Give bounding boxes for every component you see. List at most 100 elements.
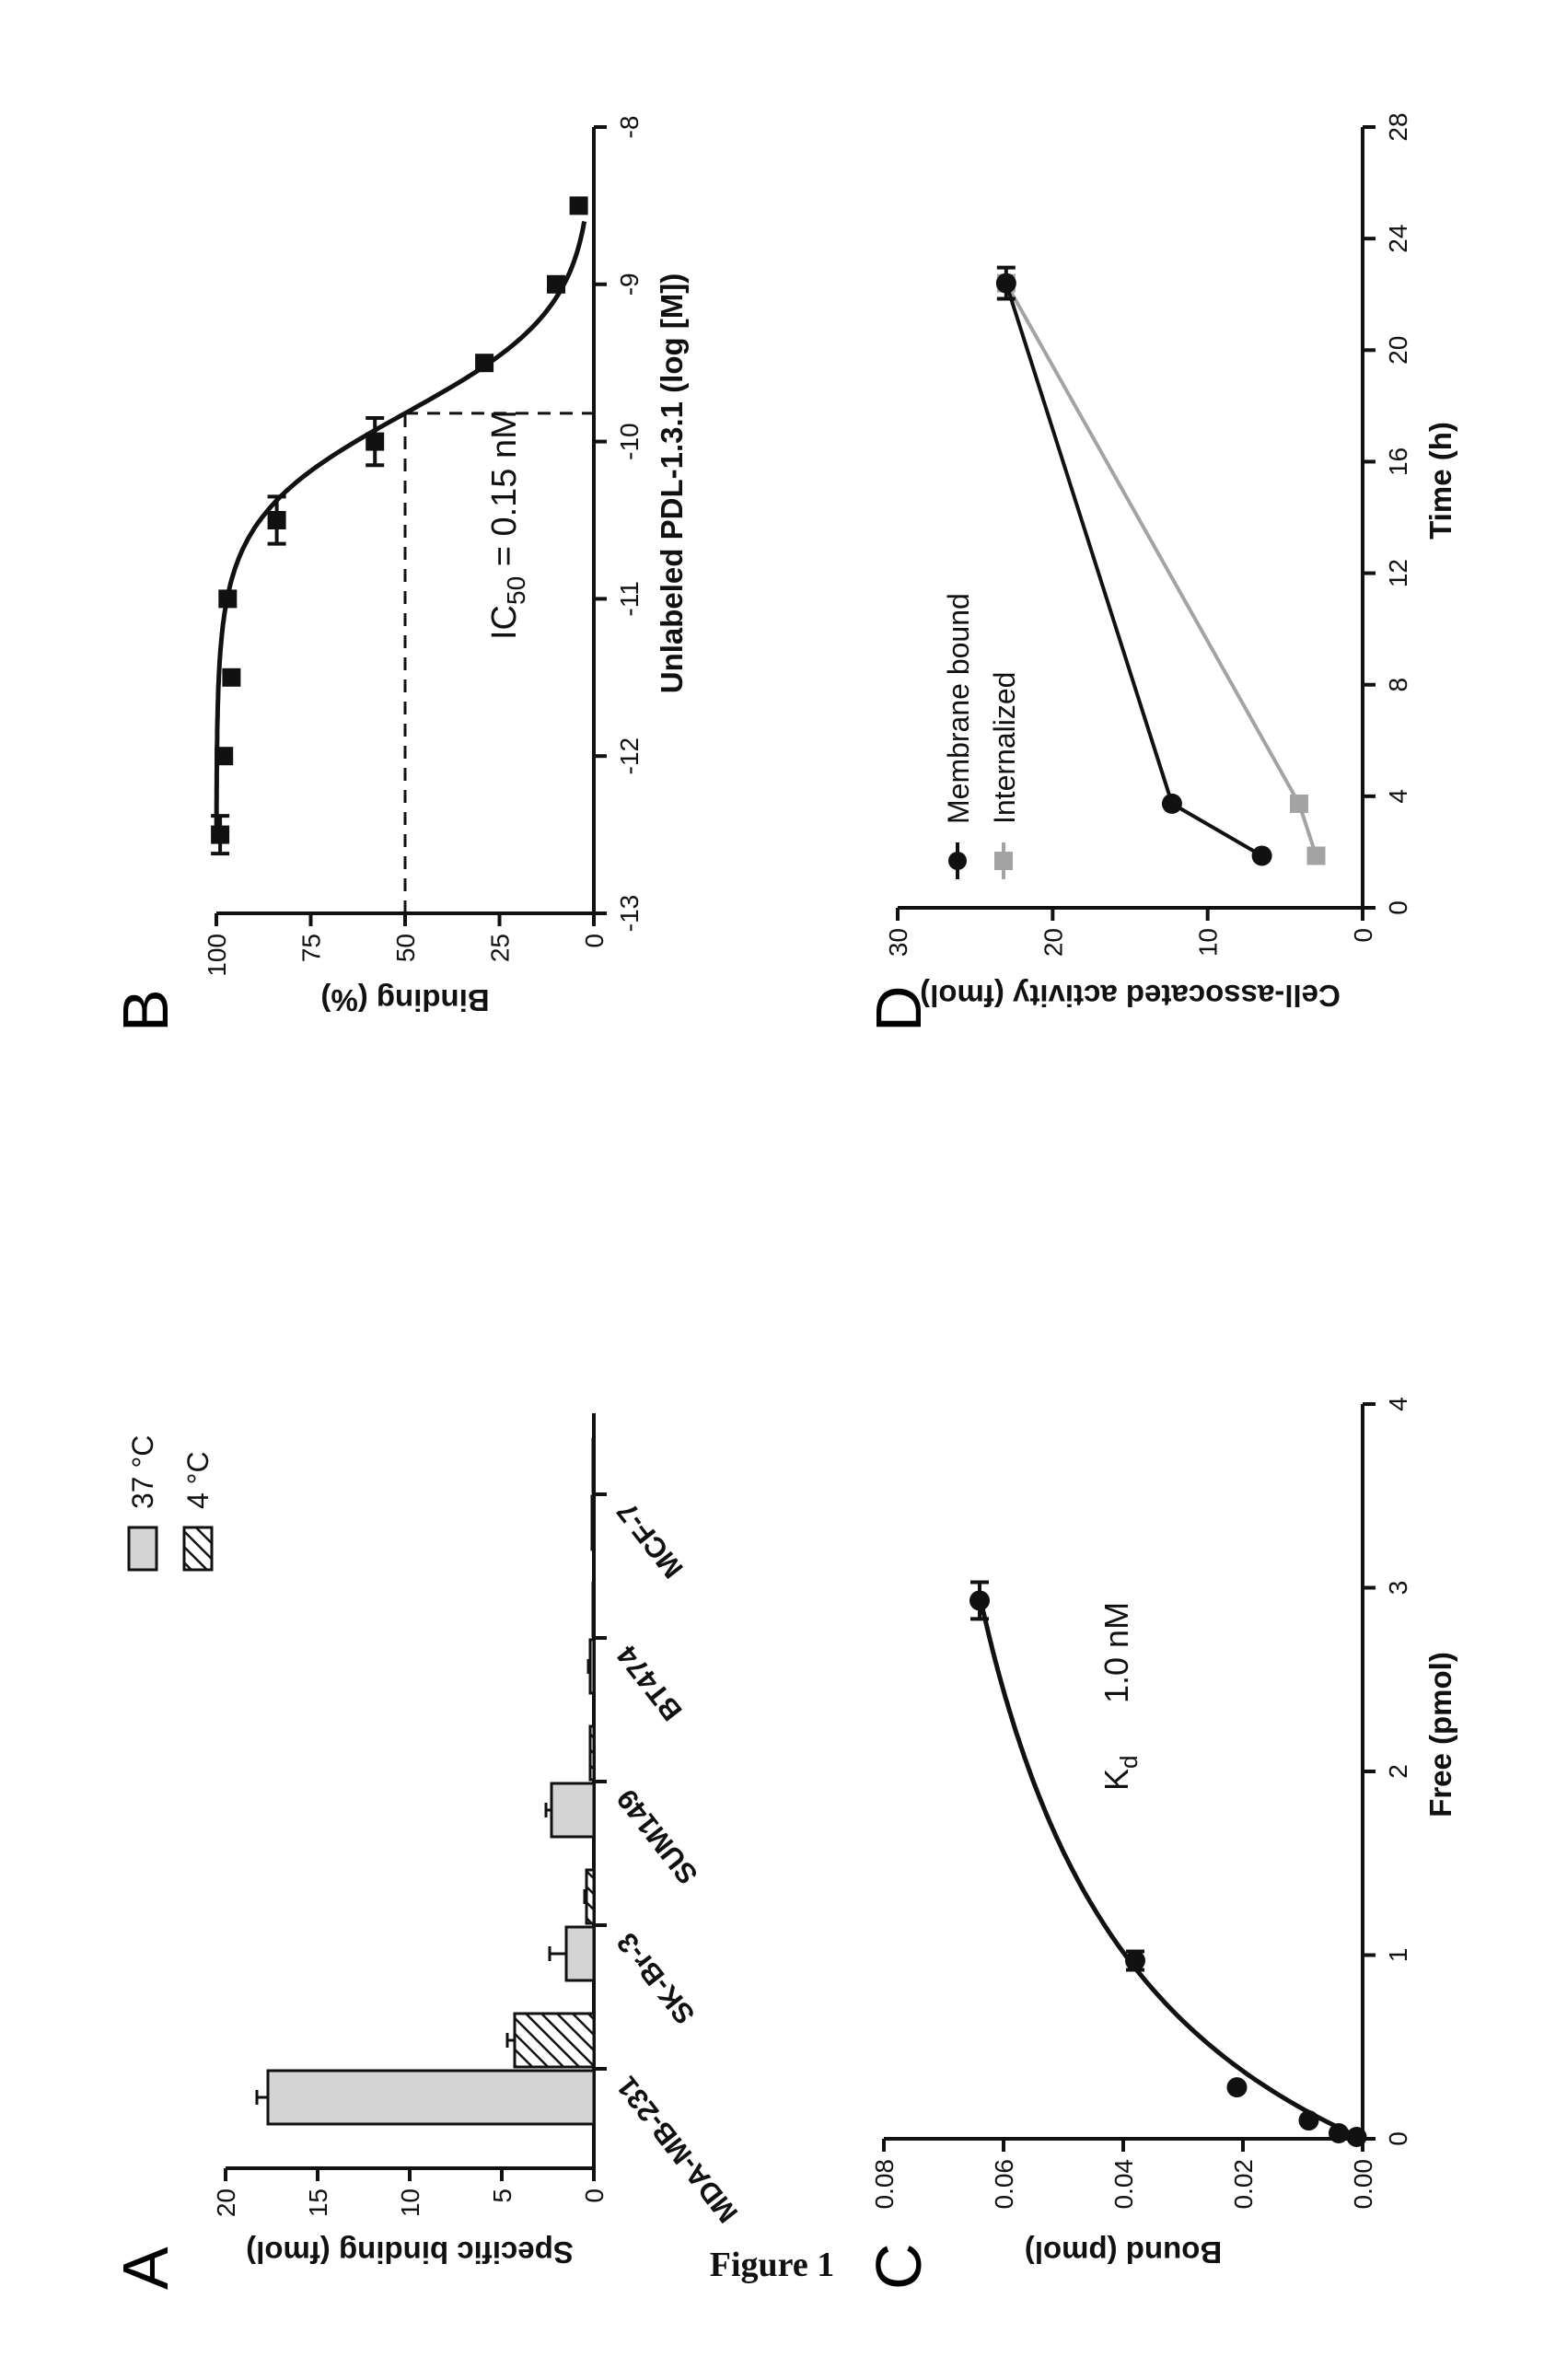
- ic50-subscript: 50: [502, 576, 530, 605]
- bar-4c: [593, 1439, 594, 1492]
- y-tick-label: 100: [203, 934, 231, 977]
- category-label: SK-Br-3: [610, 1927, 702, 2030]
- data-point: [222, 668, 240, 687]
- data-point: [1162, 794, 1182, 814]
- kd-value: 1.0 nM: [1097, 1602, 1135, 1703]
- y-tick-label: 0.06: [990, 2159, 1018, 2210]
- legend-swatch: [129, 1527, 157, 1570]
- panel-c-chart: 0.000.020.040.060.0801234Bound (pmol)Fre…: [870, 1397, 1457, 2270]
- legend-marker: [948, 852, 967, 870]
- ic50-value: = 0.15 nM: [485, 410, 524, 576]
- legend-label: 4 °C: [181, 1451, 215, 1509]
- x-tick-label: 4: [1384, 789, 1412, 804]
- data-point: [996, 273, 1016, 294]
- y-tick-label: 0: [1349, 928, 1377, 943]
- data-point: [1290, 795, 1308, 813]
- data-point: [969, 1590, 990, 1610]
- panel-a-chart: 05101520Specific binding (fmol)MDA-MB-23…: [126, 1413, 744, 2270]
- x-tick-label: 2: [1384, 1764, 1412, 1779]
- y-tick-label: 0.02: [1229, 2159, 1258, 2210]
- data-point: [215, 747, 233, 765]
- x-tick-label: 8: [1384, 678, 1412, 692]
- data-point: [1125, 1950, 1145, 1970]
- data-point: [268, 511, 286, 529]
- y-tick-label: 20: [212, 2188, 240, 2217]
- panel-b-chart: 0 25 50 75 100 -13 -12 -11 -10 -9 -8 Binding (%) Unl…: [203, 116, 689, 1017]
- bar-37c: [590, 1640, 594, 1693]
- data-point: [1227, 2077, 1248, 2097]
- data-point: [211, 826, 229, 844]
- series-line: [1006, 284, 1262, 856]
- y-tick-label: 0.00: [1349, 2159, 1377, 2210]
- legend-marker: [994, 852, 1013, 870]
- data-point: [570, 196, 588, 215]
- legend-label: Internalized: [988, 672, 1021, 824]
- x-tick-label: 20: [1384, 336, 1412, 365]
- ic50-label: IC: [485, 605, 524, 640]
- data-point: [1252, 845, 1272, 865]
- y-tick-label: 0: [580, 934, 609, 948]
- bar-37c: [551, 1783, 594, 1837]
- bar-4c: [515, 2014, 594, 2067]
- x-tick-label: -10: [615, 423, 644, 459]
- x-tick-label: 0: [1384, 2131, 1412, 2146]
- x-tick-label: 1: [1384, 1948, 1412, 1963]
- data-point: [547, 275, 565, 294]
- x-tick-label: -11: [615, 581, 644, 616]
- y-tick-label: 15: [304, 2188, 332, 2217]
- x-axis-label: Time (h): [1423, 422, 1457, 540]
- bar-37c: [592, 1496, 594, 1550]
- x-tick-label: 16: [1384, 447, 1412, 476]
- x-tick-label: -8: [615, 116, 644, 139]
- x-tick-label: 3: [1384, 1581, 1412, 1596]
- bar-4c: [586, 1870, 594, 1923]
- data-point: [1347, 2127, 1367, 2147]
- bar-4c: [593, 1583, 594, 1636]
- y-tick-label: 0.04: [1109, 2159, 1138, 2210]
- data-point: [366, 433, 384, 451]
- data-point: [1299, 2110, 1319, 2130]
- kd-annotation: Kd: [1097, 1756, 1143, 1791]
- category-label: MCF-7: [610, 1496, 690, 1585]
- data-point: [218, 589, 237, 608]
- category-label: MDA-MB-231: [610, 2071, 744, 2229]
- x-tick-label: -9: [615, 273, 644, 296]
- panel-d-chart: 0 10 20 30 0 4 8 12 16 20 24 28 Cell-assocated activ…: [884, 112, 1457, 1013]
- category-label: SUM149: [610, 1783, 704, 1891]
- x-tick-label: 12: [1384, 559, 1412, 587]
- x-tick-label: -13: [615, 895, 644, 932]
- figure-caption: Figure 1: [0, 2245, 1544, 2285]
- category-label: BT474: [609, 1639, 688, 1726]
- panel-letter-b: B: [110, 989, 181, 1032]
- data-point: [475, 354, 493, 372]
- bar-37c: [566, 1927, 594, 1980]
- x-tick-label: -12: [615, 737, 644, 774]
- x-tick-label: 0: [1384, 900, 1412, 915]
- kd-label: K: [1097, 1769, 1135, 1791]
- y-tick-label: 10: [396, 2188, 424, 2217]
- y-tick-label: 25: [486, 934, 515, 962]
- data-point: [1307, 846, 1326, 865]
- legend-label: Membrane bound: [942, 593, 975, 824]
- bar-4c: [590, 1726, 594, 1780]
- y-tick-label: 50: [391, 934, 420, 962]
- y-tick-label: 0.08: [870, 2159, 899, 2210]
- y-tick-label: 5: [488, 2188, 517, 2203]
- y-axis-label: Binding (%): [320, 983, 489, 1017]
- y-tick-label: 20: [1039, 928, 1067, 957]
- y-axis-label: Cell-assocated activity (fmol): [920, 979, 1341, 1013]
- x-axis-label: Free (pmol): [1423, 1652, 1457, 1817]
- x-tick-label: 28: [1384, 112, 1412, 141]
- x-tick-label: 24: [1384, 225, 1412, 253]
- legend-swatch: [184, 1527, 212, 1570]
- x-axis-label: Unlabeled PDL-1.3.1 (log [M]): [655, 273, 689, 694]
- data-point: [1329, 2123, 1349, 2143]
- y-tick-label: 0: [580, 2188, 609, 2203]
- y-tick-label: 10: [1194, 928, 1223, 957]
- ic50-annotation: IC50 = 0.15 nM: [485, 410, 530, 640]
- y-tick-label: 30: [884, 928, 912, 957]
- kd-subscript: d: [1115, 1756, 1143, 1769]
- y-tick-label: 75: [297, 934, 326, 962]
